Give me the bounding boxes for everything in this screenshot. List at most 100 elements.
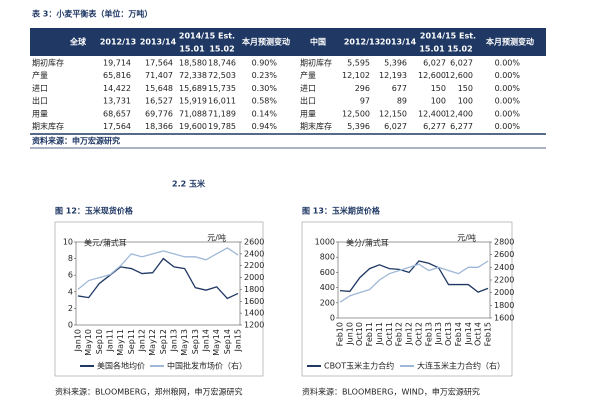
x-tick-label: Oct14 (474, 322, 483, 346)
table-source: 资料来源：申万宏源研究 (32, 136, 120, 146)
legend-label: 美国各地均价 (97, 361, 145, 371)
table-cell: 16,011 (208, 97, 236, 106)
table-cell: 19,785 (208, 122, 236, 131)
y2-tick-label: 1600 (494, 314, 514, 323)
table-cell: 72,503 (208, 71, 236, 80)
table-cell: 16,527 (145, 97, 173, 106)
table-cell: 产量 (300, 70, 316, 80)
y-tick-label: 1000 (315, 238, 335, 247)
table-cell: 17,564 (103, 122, 131, 131)
table-cell: 6,027 (450, 59, 473, 68)
y2-tick-label: 1600 (244, 297, 264, 306)
table-cell: 12,193 (379, 71, 407, 80)
y-tick-label: 8 (68, 254, 73, 263)
table-cell: 0.00% (495, 59, 521, 68)
table-cell: 期末库存 (300, 121, 332, 131)
table-cell: 0.00% (495, 71, 521, 80)
y2-tick-label: 1800 (494, 301, 514, 310)
table-header-bg (30, 28, 546, 56)
figure-caption: 图 12：玉米现货价格 (55, 206, 134, 216)
x-tick-label: Jun14 (464, 322, 473, 346)
header-cell: 15.01 (419, 45, 445, 54)
header-cell: 15.02 (447, 45, 472, 54)
table-cell: 进口 (32, 84, 48, 93)
series-line (77, 257, 239, 300)
table-cell: 6,277 (423, 122, 446, 131)
x-tick-label: Jun11 (375, 322, 384, 346)
header-cell: 全球 (69, 37, 87, 47)
y2-tick-label: 1200 (244, 321, 264, 330)
x-tick-label: Jun10 (345, 322, 354, 346)
table-cell: 100 (431, 97, 446, 106)
table-cell: 0.30% (252, 84, 278, 93)
x-tick-label: Sep11 (127, 329, 136, 354)
x-tick-label: Feb14 (454, 322, 463, 346)
figure-frame (301, 221, 513, 377)
x-tick-label: May11 (116, 329, 125, 356)
table-cell: 150 (458, 84, 473, 93)
header-cell: 2012/13 (100, 38, 136, 47)
x-tick-label: Oct11 (385, 322, 394, 346)
table-title: 表 3：小麦平衡表（单位：万吨） (31, 9, 152, 19)
table-cell: 0.00% (495, 109, 521, 118)
table-cell: 0.00% (495, 97, 521, 106)
legend-label: 大连玉米主力合约（右） (417, 361, 505, 371)
table-cell: 12,600 (445, 71, 473, 80)
header-cell: 2013/14 (140, 38, 177, 47)
header-cell: 2012/13 (344, 38, 380, 47)
table-cell: 6,027 (423, 59, 446, 68)
y2-tick-label: 2200 (494, 276, 514, 285)
y-tick-label: 400 (320, 283, 335, 292)
table-cell: 15,735 (208, 84, 236, 93)
table-cell: 18,746 (208, 59, 236, 68)
table-cell: 17,564 (145, 59, 173, 68)
table-cell: 5,396 (347, 122, 370, 131)
legend-label: CBOT玉米主力合约 (324, 361, 394, 371)
table-cell: 72,338 (179, 71, 207, 80)
table-cell: 用量 (32, 109, 48, 118)
table-cell: 进口 (300, 84, 316, 93)
table-cell: 71,407 (145, 71, 173, 80)
table-cell: 12,400 (418, 109, 446, 118)
header-cell: 本月预测变动 (241, 37, 290, 47)
table-cell: 15,689 (179, 84, 207, 93)
table-cell: 12,400 (445, 109, 473, 118)
series-line (77, 247, 239, 290)
y2-tick-label: 2000 (244, 273, 264, 282)
table-cell: 12,600 (418, 71, 446, 80)
y2-axis-label: 元/吨 (207, 233, 226, 243)
x-tick-label: Feb15 (484, 322, 493, 346)
table-cell: 69,776 (145, 109, 173, 118)
y2-tick-label: 2000 (494, 288, 514, 297)
y2-tick-label: 2400 (494, 263, 514, 272)
table-cell: 677 (392, 84, 407, 93)
table-cell: 用量 (300, 109, 316, 118)
header-cell: 中国 (310, 37, 326, 47)
x-tick-label: Feb11 (365, 322, 374, 346)
x-tick-label: May10 (84, 329, 93, 356)
x-tick-label: Jun13 (434, 322, 443, 346)
y2-tick-label: 2400 (244, 249, 264, 258)
table-cell: 19,600 (179, 122, 207, 131)
x-tick-label: Feb12 (395, 322, 404, 346)
x-tick-label: Sep13 (191, 329, 200, 354)
table-cell: 89 (397, 97, 407, 106)
x-tick-label: Oct10 (355, 322, 364, 346)
y-axis-label: 美元/蒲式耳 (84, 238, 127, 248)
legend-label: 中国批发市场价（右） (167, 361, 247, 371)
header-cell: 15.02 (209, 45, 234, 54)
y-tick-label: 800 (320, 253, 335, 262)
y2-tick-label: 2600 (244, 238, 264, 247)
x-tick-label: Feb13 (424, 322, 433, 346)
x-tick-label: Jan11 (106, 329, 115, 353)
header-cell: 2014/15 Est. (420, 32, 476, 41)
table-cell: 296 (355, 84, 370, 93)
x-tick-label: Sep10 (95, 329, 104, 354)
table-cell: 6,277 (450, 122, 473, 131)
table-cell: 期初库存 (32, 58, 64, 68)
table-cell: 0.90% (252, 59, 278, 68)
table-cell: 18,366 (145, 122, 173, 131)
plot-frame (337, 241, 491, 319)
header-cell: 本月预测变动 (485, 37, 534, 47)
